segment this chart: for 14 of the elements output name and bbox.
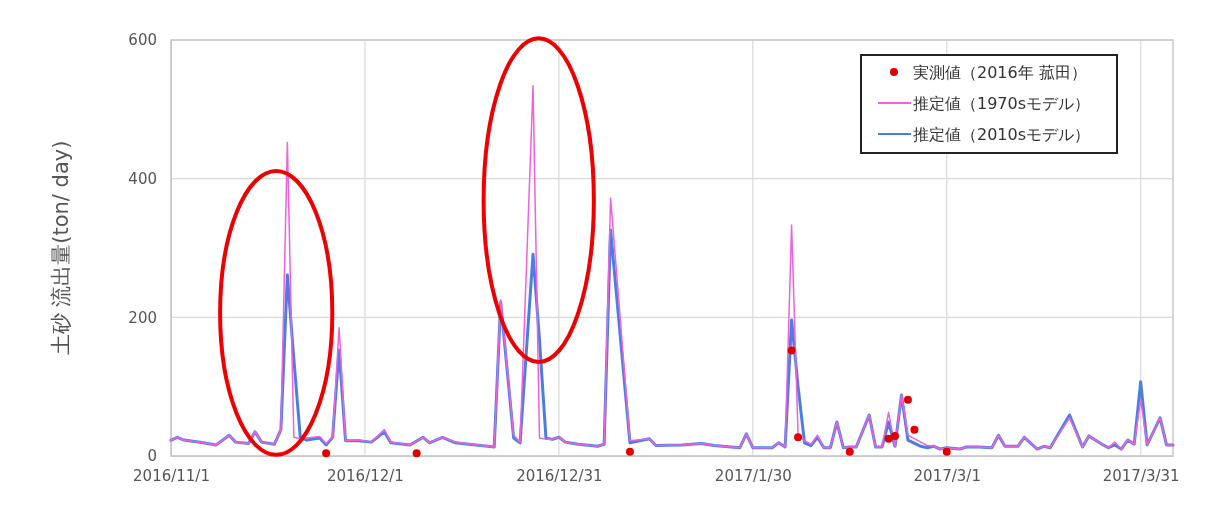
y-tick-label: 0 <box>147 447 157 466</box>
y-axis-title: 土砂 流出量(ton/ day) <box>49 140 73 356</box>
x-tick-label: 2017/1/30 <box>714 466 792 485</box>
y-tick-label: 200 <box>128 308 157 327</box>
legend-label: 推定値（2010sモデル） <box>913 125 1091 144</box>
x-tick-label: 2017/3/1 <box>913 466 981 485</box>
legend-label: 実測値（2016年 菰田） <box>913 63 1087 82</box>
x-tick-label: 2016/11/1 <box>133 466 210 485</box>
x-tick-label: 2017/3/31 <box>1102 466 1180 485</box>
y-tick-label: 600 <box>128 31 157 50</box>
x-tick-label: 2016/12/31 <box>516 466 603 485</box>
x-tick-label: 2016/12/1 <box>326 466 404 485</box>
y-tick-label: 400 <box>128 169 157 188</box>
legend-label: 推定値（1970sモデル） <box>913 94 1091 113</box>
